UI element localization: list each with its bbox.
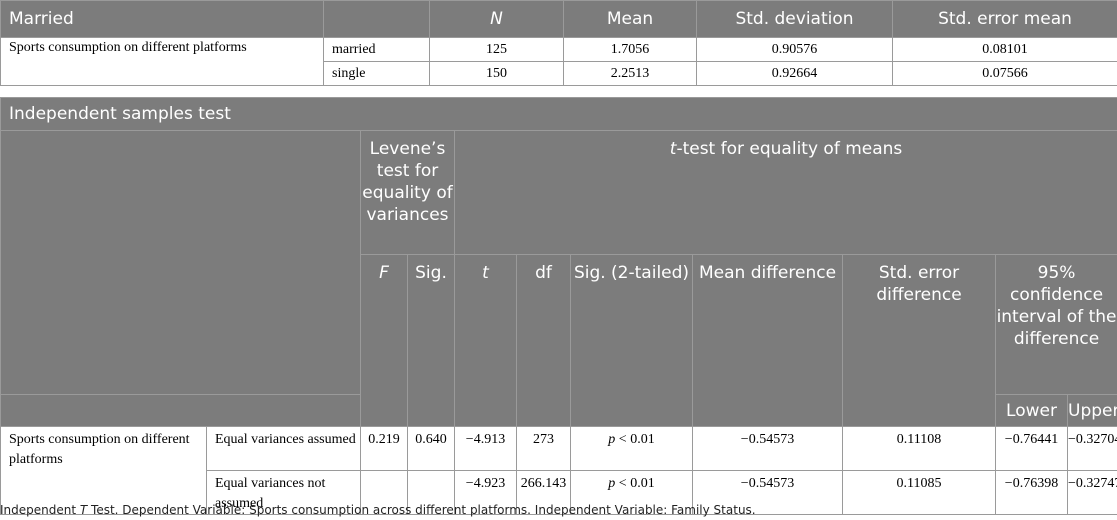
- cell-upper: −0.32747: [1066, 470, 1117, 515]
- col-confidence-interval: 95% confidence interval of the differenc…: [994, 254, 1117, 395]
- col-std-error-difference: Std. error difference: [842, 254, 996, 427]
- row-label: Equal variances assumed: [206, 426, 361, 471]
- table1-se: 0.08101: [892, 37, 1117, 62]
- cell-lower: −0.76398: [995, 470, 1068, 515]
- cell-df: 266.143: [516, 470, 571, 515]
- table1-title: Married: [0, 0, 324, 38]
- footnote-part1: Independent: [0, 503, 80, 517]
- group-statistics-table: Married N Mean Std. deviation Std. error…: [0, 0, 1117, 86]
- table1-group: single: [323, 61, 430, 86]
- cell-mean-difference: −0.54573: [692, 426, 843, 471]
- table-row: Sports consumption on different platform…: [0, 426, 1117, 515]
- cell-p: p < 0.01: [570, 426, 693, 471]
- ttest-header: t-test for equality of means: [453, 130, 1117, 255]
- cell-p: p < 0.01: [570, 470, 693, 515]
- cell-lower: −0.76441: [995, 426, 1068, 471]
- table1-header-n: N: [429, 0, 564, 38]
- table2-variable: Sports consumption on different platform…: [0, 426, 207, 515]
- p-value: < 0.01: [615, 476, 655, 491]
- cell-upper: −0.32704: [1066, 426, 1117, 471]
- col-lower: Lower: [995, 394, 1068, 427]
- ttest-header-rest: -test for equality of means: [676, 139, 903, 159]
- ttest-header-t: t: [669, 139, 677, 159]
- table1-mean: 2.2513: [563, 61, 697, 86]
- p-symbol: p: [608, 476, 616, 491]
- levene-header: Levene’s test for equality of variances: [360, 130, 455, 255]
- table1-header-mean: Mean: [563, 0, 697, 38]
- col-df: df: [516, 254, 571, 427]
- col-t: t: [454, 254, 517, 427]
- cell-t: −4.913: [454, 426, 517, 471]
- cell-sig: 0.640: [407, 426, 455, 471]
- independent-samples-table: Independent samples test Levene’s test f…: [0, 97, 1117, 515]
- table2-header-blank-lower: [0, 394, 361, 427]
- table1-variable: Sports consumption on different platform…: [0, 37, 324, 86]
- table-row: Equal variances not assumed −4.923 266.1…: [1, 470, 1117, 515]
- cell-std-error-difference: 0.11108: [842, 426, 996, 471]
- cell-f: 0.219: [360, 426, 408, 471]
- p-symbol: p: [608, 432, 616, 447]
- table1-mean: 1.7056: [563, 37, 697, 62]
- col-sig-2tailed: Sig. (2-tailed): [570, 254, 693, 427]
- cell-mean-difference: −0.54573: [692, 470, 843, 515]
- col-sig: Sig.: [407, 254, 455, 427]
- footnote-part2: Test. Dependent Variable: Sports consump…: [87, 503, 756, 517]
- table1-sd: 0.92664: [696, 61, 893, 86]
- cell-df: 273: [516, 426, 571, 471]
- col-upper: Upper: [1066, 394, 1117, 427]
- table1-sd: 0.90576: [696, 37, 893, 62]
- p-value: < 0.01: [615, 432, 655, 447]
- table2-header-blank: [0, 130, 361, 395]
- cell-std-error-difference: 0.11085: [842, 470, 996, 515]
- table1-n: 125: [429, 37, 564, 62]
- table1-header-sd: Std. deviation: [696, 0, 893, 38]
- table-row: Sports consumption on different platform…: [0, 37, 1117, 86]
- footnote-italic: T: [79, 503, 88, 517]
- table1-n: 150: [429, 61, 564, 86]
- cell-sig: [407, 470, 455, 515]
- table1-se: 0.07566: [892, 61, 1117, 86]
- col-f: F: [360, 254, 408, 427]
- table2-title: Independent samples test: [0, 97, 1117, 131]
- table1-header-blank: [323, 0, 430, 38]
- footnote: Independent T Test. Dependent Variable: …: [0, 503, 756, 517]
- table1-header-se: Std. error mean: [892, 0, 1117, 38]
- table1-group: married: [323, 37, 430, 62]
- row-label: Equal variances not assumed: [206, 470, 361, 515]
- col-mean-difference: Mean difference: [692, 254, 843, 427]
- table-row: single 150 2.2513 0.92664 0.07566: [1, 61, 1117, 86]
